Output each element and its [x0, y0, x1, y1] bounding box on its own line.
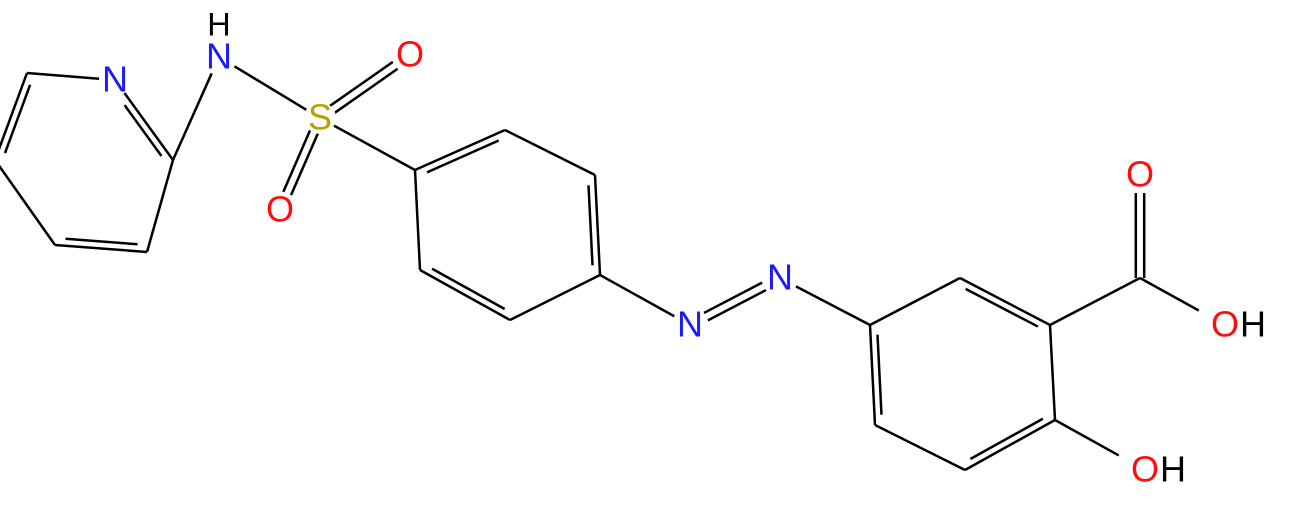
svg-text:N: N	[677, 304, 703, 345]
atom-N_py: N	[99, 59, 131, 100]
bond-B3-B4	[589, 175, 600, 275]
bond-N_s-Cpy5	[173, 73, 212, 160]
bond-B4-B5	[510, 275, 600, 320]
atom-O_top: O	[394, 34, 426, 75]
svg-text:O: O	[1131, 449, 1159, 490]
atom-O_oh: OH	[1209, 304, 1266, 345]
atom-N_azo2: N	[764, 257, 796, 298]
bond-Cpy1-Cpy2	[0, 73, 30, 160]
bond-N_azo1-N_azo2	[704, 283, 766, 321]
bond-N_azo2-R1	[796, 286, 870, 325]
bond-B4-N_azo1	[600, 275, 674, 316]
bond-Cpy2-Cpy3	[0, 160, 55, 245]
bond-R4_OH-OH_ring	[1055, 420, 1119, 455]
bond-R2-R3	[875, 425, 965, 470]
svg-text:H: H	[1160, 449, 1186, 490]
bond-R1-R2	[870, 325, 881, 425]
bond-Cpy5-N_py	[124, 93, 173, 160]
bond-Cpy4-Cpy5	[147, 160, 173, 252]
atom-S: S	[304, 97, 336, 138]
bond-R5-R6	[960, 278, 1050, 327]
svg-text:N: N	[102, 59, 128, 100]
atom-O_dbl: O	[1124, 154, 1156, 195]
atom-O_bot: O	[264, 189, 296, 230]
bond-B5-B6	[420, 269, 510, 320]
bond-S-B1	[332, 125, 415, 170]
bond-B1-B2	[415, 130, 505, 172]
svg-text:O: O	[1126, 154, 1154, 195]
molecule-diagram: OSONHNNNOOHOH	[0, 0, 1301, 510]
svg-text:O: O	[266, 189, 294, 230]
bond-R6-R1	[870, 278, 960, 325]
bond-S-N_s	[234, 66, 308, 110]
svg-text:H: H	[1240, 304, 1266, 345]
svg-text:H: H	[207, 7, 230, 43]
atom-N_azo1: N	[674, 304, 706, 345]
bond-R5-C_carb	[1050, 278, 1140, 325]
atom-OH_ring: OH	[1129, 449, 1186, 490]
svg-text:O: O	[396, 34, 424, 75]
bond-C_carb-O_dbl	[1136, 193, 1144, 278]
bond-Cpy3-Cpy4	[55, 239, 147, 252]
bond-C_carb-O_oh	[1140, 278, 1199, 310]
bond-N_py-Cpy1	[27, 73, 99, 79]
bond-R4_OH-R5	[1050, 325, 1055, 420]
atom-N_s: NH	[203, 7, 235, 77]
bond-B2-B3	[505, 130, 595, 175]
svg-text:S: S	[308, 97, 332, 138]
svg-text:N: N	[767, 257, 793, 298]
bond-B6-B1	[415, 170, 420, 270]
bond-R3-R4_OH	[965, 419, 1055, 470]
svg-text:O: O	[1211, 304, 1239, 345]
